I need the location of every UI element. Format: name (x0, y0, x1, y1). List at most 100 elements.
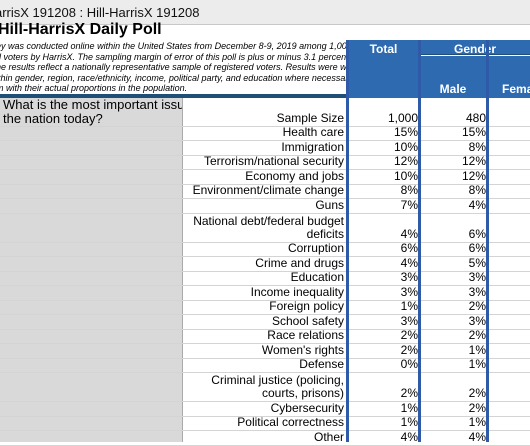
row-label[interactable]: Crime and drugs (183, 256, 346, 270)
row-label-line: deficits (306, 226, 344, 241)
table-row[interactable]: School safety 3% 3% (0, 313, 530, 330)
cell-male[interactable]: 3% (468, 313, 486, 328)
cell-male[interactable]: 12% (461, 154, 486, 168)
cell-male[interactable]: 2% (468, 328, 486, 342)
cell-total[interactable]: 15% (393, 125, 418, 139)
cell-male[interactable]: 8% (468, 139, 486, 154)
cell-total[interactable]: 3% (400, 313, 418, 328)
cell-male[interactable]: 5% (468, 255, 486, 270)
cell-total[interactable]: 1% (400, 415, 418, 429)
cell-total[interactable]: 2% (400, 328, 418, 342)
table-row[interactable]: Criminal justice (policing, courts, priso… (0, 373, 530, 402)
row-label[interactable]: Guns (183, 198, 346, 212)
row-label[interactable]: School safety (183, 314, 346, 328)
cell-total[interactable]: 10% (393, 168, 418, 183)
table-row[interactable]: Political correctness 1% 1% (0, 415, 530, 431)
question-cell[interactable]: What is the most important issue the nat… (0, 98, 183, 126)
cell-total[interactable]: 4% (400, 429, 418, 444)
row-label[interactable]: Immigration (183, 139, 346, 154)
header-male[interactable]: Male (420, 56, 486, 98)
table-row[interactable]: Economy and jobs 10% 12% (0, 168, 530, 185)
cell-male[interactable]: 3% (468, 284, 486, 299)
cell-male[interactable]: 12% (461, 168, 486, 183)
cell-total[interactable]: 3% (400, 270, 418, 284)
cell-total[interactable]: 7% (400, 197, 418, 212)
cell-male[interactable]: 2% (468, 299, 486, 313)
cell-male[interactable]: 1% (468, 342, 486, 357)
cell-male[interactable]: 6% (468, 241, 486, 255)
cell-male[interactable]: 2% (468, 386, 486, 400)
cell-total[interactable]: 4% (400, 226, 418, 241)
cell-total[interactable]: 1% (400, 299, 418, 313)
cell-male[interactable]: 4% (468, 429, 486, 444)
table-row[interactable]: Guns 7% 4% (0, 197, 530, 214)
table-row[interactable]: Foreign policy 1% 2% (0, 299, 530, 315)
row-label[interactable]: Economy and jobs (183, 169, 346, 183)
row-label[interactable]: Terrorism/national security (183, 155, 346, 168)
table-row[interactable]: Crime and drugs 4% 5% (0, 255, 530, 272)
cell-total[interactable]: 6% (400, 241, 418, 255)
row-label-line: Sample Size (276, 110, 344, 125)
cell-male[interactable]: 1% (468, 415, 486, 429)
cell-male[interactable]: 3% (468, 270, 486, 284)
cell-male[interactable]: 480 (465, 110, 486, 125)
cell-male[interactable]: 2% (468, 400, 486, 415)
cell-male[interactable]: 1% (468, 357, 486, 371)
row-label[interactable]: Foreign policy (183, 300, 346, 313)
row-label[interactable]: Cybersecurity (183, 401, 346, 415)
table-row[interactable]: Other 4% 4% (0, 429, 530, 446)
row-label[interactable]: Criminal justice (policing, courts, priso… (183, 374, 346, 400)
header-gender-label: Gender (453, 42, 496, 56)
row-label[interactable]: Education (183, 271, 346, 284)
row-label[interactable]: Health care (183, 126, 346, 139)
row-label[interactable]: Defense (183, 358, 346, 371)
table-row[interactable]: Cybersecurity 1% 2% (0, 400, 530, 417)
table-row[interactable]: Environment/climate change 8% 8% (0, 183, 530, 199)
row-label[interactable]: Women's rights (183, 343, 346, 357)
table-row[interactable]: Sample Size 1,000 480 (0, 110, 530, 127)
row-label[interactable]: Corruption (183, 242, 346, 255)
header-gender[interactable]: Gender (420, 40, 530, 56)
row-label[interactable]: Sample Size (183, 110, 346, 125)
cell-total[interactable]: 8% (400, 183, 418, 197)
row-label-line: National debt/federal budget (193, 213, 344, 228)
cell-total[interactable]: 2% (400, 342, 418, 357)
row-label[interactable]: Environment/climate change (183, 184, 346, 197)
cell-total[interactable]: 3% (400, 284, 418, 299)
table-row[interactable]: National debt/federal budget deficits 4% 6% (0, 214, 530, 243)
table-row[interactable]: Corruption 6% 6% (0, 241, 530, 257)
table-row[interactable]: Income inequality 3% 3% (0, 284, 530, 301)
cell-male[interactable]: 8% (468, 183, 486, 197)
cell-male[interactable]: 4% (468, 197, 486, 212)
table-row[interactable]: Terrorism/national security 12% 12% (0, 154, 530, 170)
cell-total[interactable]: 10% (393, 139, 418, 154)
row-label-line: Immigration (281, 139, 344, 154)
header-female[interactable]: Fema (489, 56, 530, 98)
table-row[interactable]: Race relations 2% 2% (0, 328, 530, 344)
table-row[interactable]: Education 3% 3% (0, 270, 530, 286)
question-line: What is the most important issue (3, 98, 183, 112)
row-label[interactable]: Race relations (183, 329, 346, 342)
header-total[interactable]: Total (349, 40, 418, 98)
table-row[interactable]: Health care 15% 15% (0, 125, 530, 141)
cell-total[interactable]: 2% (400, 386, 418, 400)
row-label-line: Defense (299, 357, 344, 371)
cell-total[interactable]: 4% (400, 255, 418, 270)
row-label-line: Terrorism/national security (203, 154, 344, 168)
row-label[interactable]: Political correctness (183, 416, 346, 429)
methodology-line: m with their actual proportions in the p… (0, 83, 188, 94)
table-row[interactable]: Defense 0% 1% (0, 357, 530, 373)
cell-total[interactable]: 1% (400, 400, 418, 415)
cell-male[interactable]: 15% (461, 125, 486, 139)
cell-male[interactable]: 6% (468, 226, 486, 241)
column-divider (486, 40, 489, 442)
row-label[interactable]: National debt/federal budget deficits (183, 213, 346, 241)
table-row[interactable]: Women's rights 2% 1% (0, 342, 530, 359)
methodology-line: ithin gender, region, race/ethnicity, in… (0, 72, 363, 83)
row-label[interactable]: Income inequality (183, 285, 346, 299)
cell-total[interactable]: 12% (393, 154, 418, 168)
table-row[interactable]: Immigration 10% 8% (0, 139, 530, 156)
row-label[interactable]: Other (183, 430, 346, 444)
cell-total[interactable]: 0% (400, 357, 418, 371)
cell-total[interactable]: 1,000 (387, 110, 418, 125)
